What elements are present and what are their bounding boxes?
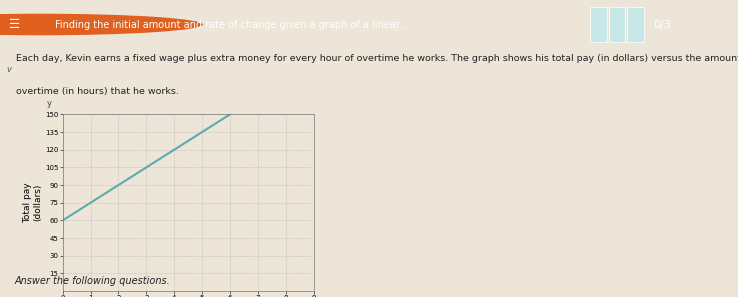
Text: Finding the initial amount and rate of change given a graph of a linear...: Finding the initial amount and rate of c… <box>55 20 408 29</box>
Text: overtime (in hours) that he works.: overtime (in hours) that he works. <box>16 87 179 96</box>
Y-axis label: Total pay
(dollars): Total pay (dollars) <box>23 182 42 223</box>
FancyBboxPatch shape <box>627 7 644 42</box>
Text: ☰: ☰ <box>9 18 20 31</box>
Text: v: v <box>6 65 11 74</box>
FancyBboxPatch shape <box>609 7 625 42</box>
Circle shape <box>0 14 203 35</box>
Text: 0/3: 0/3 <box>653 20 671 29</box>
Text: Answer the following questions.: Answer the following questions. <box>15 276 170 286</box>
Text: y: y <box>46 99 51 108</box>
FancyBboxPatch shape <box>590 7 607 42</box>
Text: Each day, Kevin earns a fixed wage plus extra money for every hour of overtime h: Each day, Kevin earns a fixed wage plus … <box>16 54 738 63</box>
